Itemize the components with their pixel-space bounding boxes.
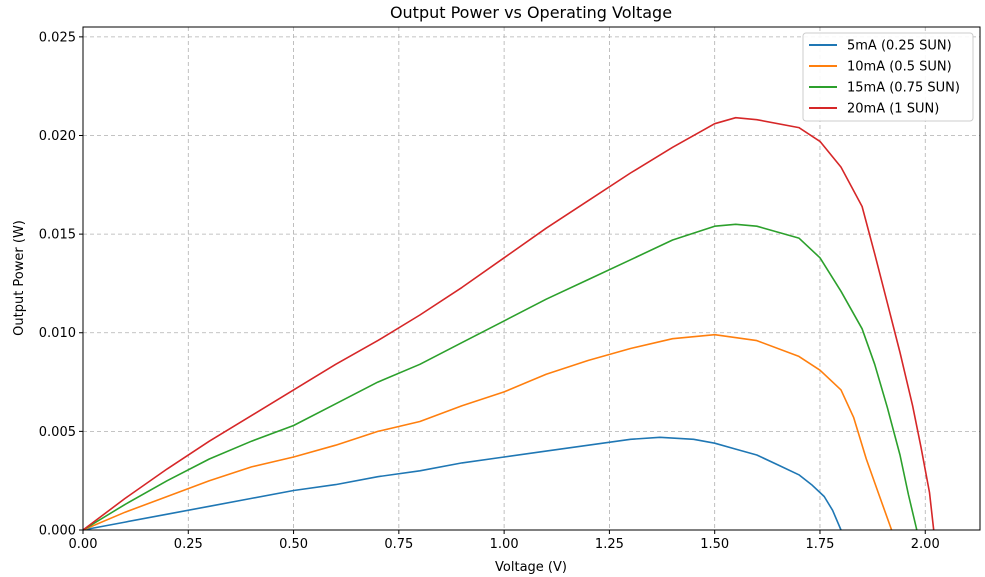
series-line-4: [82, 116, 935, 531]
x-tick-label: 2.00: [911, 537, 940, 552]
legend: 5mA (0.25 SUN) 10mA (0.5 SUN) 15mA (0.75 S…: [802, 32, 974, 122]
plot-frame: [82, 26, 981, 531]
x-tick-label: 0.50: [279, 537, 308, 552]
x-tick-label: 1.75: [805, 537, 834, 552]
x-axis: 0.00 0.25 0.50 0.75 1.00 1.25 1.50 1.75 2.00: [69, 530, 940, 552]
y-axis: 0.000 0.005 0.010 0.015 0.020 0.025: [39, 30, 83, 539]
legend-label: 5mA (0.25 SUN): [847, 39, 952, 54]
chart-title: Output Power vs Operating Voltage: [390, 3, 672, 22]
y-tick-label: 0.025: [39, 30, 76, 45]
y-tick-label: 0.005: [39, 425, 76, 440]
legend-label: 10mA (0.5 SUN): [847, 60, 952, 75]
x-tick-label: 0.75: [384, 537, 413, 552]
y-tick-label: 0.020: [39, 129, 76, 144]
x-tick-label: 0.25: [174, 537, 203, 552]
x-axis-label: Voltage (V): [495, 560, 567, 575]
series-line-3: [82, 223, 918, 531]
legend-box: [802, 32, 974, 122]
series-line-1: [82, 436, 842, 531]
y-tick-label: 0.015: [39, 228, 76, 243]
legend-label: 15mA (0.75 SUN): [847, 81, 960, 96]
series-line-2: [82, 333, 893, 531]
series-layer: [82, 116, 935, 531]
legend-label: 20mA (1 SUN): [847, 102, 939, 117]
y-tick-label: 0.010: [39, 326, 76, 341]
y-tick-label: 0.000: [39, 524, 76, 539]
y-axis-label: Output Power (W): [12, 220, 27, 336]
x-tick-label: 0.00: [69, 537, 98, 552]
x-tick-label: 1.50: [700, 537, 729, 552]
x-tick-label: 1.25: [595, 537, 624, 552]
x-tick-label: 1.00: [490, 537, 519, 552]
